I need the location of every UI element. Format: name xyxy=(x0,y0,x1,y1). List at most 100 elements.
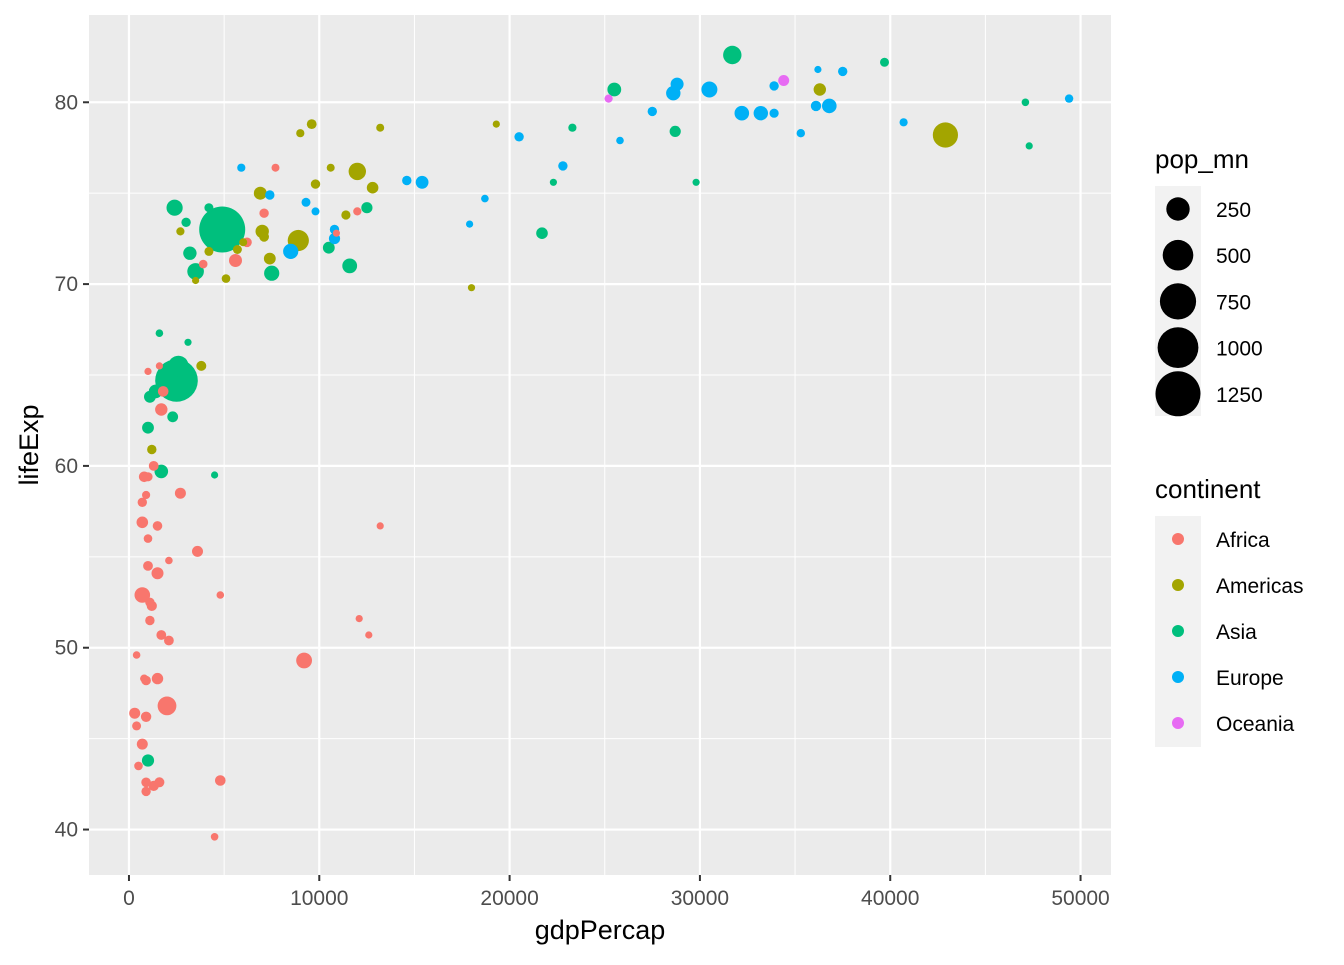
data-point-europe xyxy=(301,197,311,207)
data-point-americas xyxy=(376,123,385,132)
data-point-europe xyxy=(796,129,805,138)
data-point-europe xyxy=(734,105,750,121)
data-point-africa xyxy=(157,386,169,397)
data-point-europe xyxy=(558,161,568,171)
data-point-americas xyxy=(310,179,321,189)
data-point-americas xyxy=(204,246,214,256)
data-point-africa xyxy=(216,591,225,599)
x-tick-label: 20000 xyxy=(480,887,538,910)
data-point-africa xyxy=(136,738,148,750)
color-legend-key xyxy=(1172,671,1184,683)
color-legend-key xyxy=(1172,533,1184,545)
data-point-americas xyxy=(253,186,267,200)
size-legend: pop_mn 250 500 750 1000 1250 xyxy=(1155,144,1263,417)
data-point-asia xyxy=(181,217,191,227)
data-point-americas xyxy=(467,284,476,292)
data-point-africa xyxy=(155,403,168,416)
data-point-africa xyxy=(141,777,151,788)
data-point-africa xyxy=(151,672,164,685)
x-tick-label: 0 xyxy=(123,887,135,910)
data-point-americas xyxy=(348,162,366,181)
data-point-asia xyxy=(183,246,197,260)
data-point-americas xyxy=(813,83,826,96)
size-legend-key xyxy=(1159,283,1197,320)
data-point-americas xyxy=(263,252,276,265)
data-point-europe xyxy=(415,175,429,189)
data-point-asia xyxy=(168,355,189,377)
data-point-europe xyxy=(1064,94,1074,103)
color-legend-key xyxy=(1172,579,1184,591)
data-point-africa xyxy=(134,761,143,771)
data-point-europe xyxy=(701,81,718,98)
color-legend-label: Americas xyxy=(1216,575,1304,598)
color-legend-label: Africa xyxy=(1216,529,1270,552)
x-tick-label: 10000 xyxy=(290,887,348,910)
data-point-europe xyxy=(769,81,779,91)
data-point-asia xyxy=(607,82,622,97)
size-legend-key xyxy=(1166,197,1190,221)
data-point-asia xyxy=(211,471,219,479)
data-point-africa xyxy=(132,721,142,731)
data-point-americas xyxy=(239,238,248,247)
data-point-europe xyxy=(265,190,275,200)
color-legend: continent Africa Americas Asia Europe Oceani… xyxy=(1155,474,1304,747)
data-point-asia xyxy=(142,421,154,434)
data-point-asia xyxy=(549,178,558,186)
x-tick-label: 50000 xyxy=(1051,887,1109,910)
data-point-asia xyxy=(141,754,155,767)
data-point-asia xyxy=(187,263,204,280)
data-point-europe xyxy=(237,163,246,172)
data-point-asia xyxy=(880,57,889,67)
data-point-americas xyxy=(176,227,185,236)
data-point-americas xyxy=(147,444,157,455)
data-point-asia xyxy=(144,390,156,403)
data-point-asia xyxy=(166,199,183,216)
color-legend-key xyxy=(1172,717,1184,729)
data-point-africa xyxy=(353,207,362,216)
size-legend-label: 500 xyxy=(1216,245,1251,268)
data-point-africa xyxy=(134,587,151,603)
data-point-africa xyxy=(152,521,163,531)
data-point-africa xyxy=(143,472,153,482)
data-point-africa xyxy=(271,163,280,172)
data-point-europe xyxy=(647,106,657,117)
data-point-americas xyxy=(232,245,242,254)
data-point-africa xyxy=(129,707,141,719)
data-point-africa xyxy=(156,630,167,640)
data-point-asia xyxy=(723,45,742,65)
size-legend-key xyxy=(1157,327,1199,368)
data-point-oceania xyxy=(778,75,790,86)
data-point-africa xyxy=(355,615,363,623)
data-point-africa xyxy=(143,534,153,543)
data-point-africa xyxy=(137,497,147,507)
data-point-americas xyxy=(296,129,305,138)
data-point-europe xyxy=(311,207,320,216)
data-point-europe xyxy=(670,77,684,91)
data-point-americas xyxy=(341,210,351,220)
data-point-africa xyxy=(143,561,153,571)
data-point-asia xyxy=(669,125,681,137)
data-point-asia xyxy=(199,206,246,253)
data-point-africa xyxy=(198,259,208,269)
data-point-africa xyxy=(210,833,219,841)
data-point-asia xyxy=(264,265,280,281)
data-point-africa xyxy=(140,711,152,722)
data-point-europe xyxy=(769,108,779,118)
data-point-africa xyxy=(140,674,149,683)
data-point-africa xyxy=(215,775,226,786)
data-point-africa xyxy=(151,567,164,580)
data-point-africa xyxy=(192,545,203,557)
data-point-americas xyxy=(366,181,379,194)
data-point-americas xyxy=(932,122,959,148)
data-point-americas xyxy=(306,119,317,129)
data-point-europe xyxy=(814,65,822,74)
y-tick-label: 50 xyxy=(55,637,78,660)
data-point-asia xyxy=(204,203,214,213)
data-point-asia xyxy=(568,123,577,132)
plot-panel xyxy=(89,15,1111,875)
y-tick-label: 40 xyxy=(55,819,78,842)
x-tick-label: 30000 xyxy=(671,887,729,910)
data-point-americas xyxy=(492,120,500,128)
data-point-africa xyxy=(376,522,384,530)
